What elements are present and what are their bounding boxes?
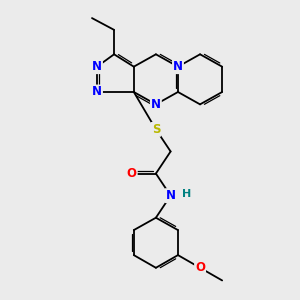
Text: N: N <box>166 189 176 202</box>
Text: O: O <box>195 261 205 274</box>
Text: S: S <box>152 123 160 136</box>
Text: N: N <box>92 60 102 73</box>
Text: N: N <box>151 98 161 111</box>
Text: N: N <box>173 60 183 73</box>
Text: N: N <box>92 85 102 98</box>
Text: O: O <box>127 167 137 180</box>
Text: H: H <box>182 189 191 199</box>
